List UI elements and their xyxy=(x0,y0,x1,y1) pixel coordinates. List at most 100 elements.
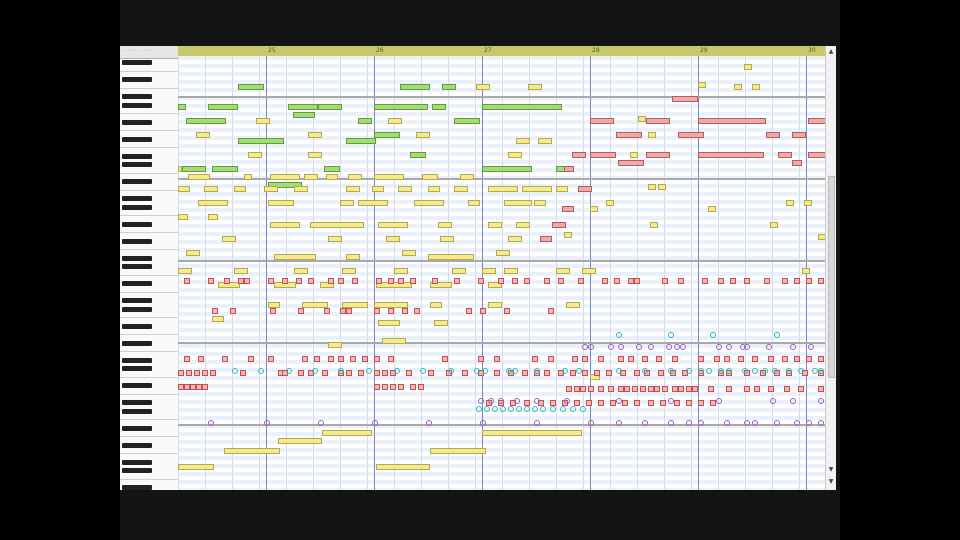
midi-note[interactable] xyxy=(248,152,262,158)
drum-hit-circle[interactable] xyxy=(576,368,582,374)
midi-note[interactable] xyxy=(374,132,400,138)
midi-note[interactable] xyxy=(482,430,582,436)
drum-hit[interactable] xyxy=(314,356,320,362)
midi-note[interactable] xyxy=(422,174,438,180)
midi-note[interactable] xyxy=(270,222,300,228)
drum-hit-circle[interactable] xyxy=(524,406,530,412)
drum-hit[interactable] xyxy=(768,356,774,362)
midi-note[interactable] xyxy=(382,338,406,344)
drum-hit[interactable] xyxy=(764,278,770,284)
midi-note[interactable] xyxy=(328,342,342,348)
drum-hit[interactable] xyxy=(768,386,774,392)
drum-hit[interactable] xyxy=(718,278,724,284)
drum-hit-circle[interactable] xyxy=(426,420,432,426)
drum-hit[interactable] xyxy=(346,370,352,376)
drum-hit[interactable] xyxy=(606,370,612,376)
black-key[interactable] xyxy=(122,204,152,210)
midi-note[interactable] xyxy=(402,250,416,256)
midi-note[interactable] xyxy=(388,118,402,124)
drum-hit-circle[interactable] xyxy=(806,420,812,426)
drum-hit-circle[interactable] xyxy=(582,344,588,350)
midi-note[interactable] xyxy=(552,222,566,228)
drum-hit[interactable] xyxy=(374,384,380,390)
black-key[interactable] xyxy=(122,298,152,303)
midi-note[interactable] xyxy=(178,104,186,110)
vertical-scrollbar[interactable]: ▲ ▼ ▼ xyxy=(825,46,836,490)
drum-hit[interactable] xyxy=(672,356,678,362)
midi-note[interactable] xyxy=(778,152,792,158)
drum-hit[interactable] xyxy=(406,370,412,376)
drum-hit[interactable] xyxy=(570,370,576,376)
drum-hit[interactable] xyxy=(268,278,274,284)
midi-note[interactable] xyxy=(430,282,452,288)
midi-note[interactable] xyxy=(342,268,356,274)
midi-note[interactable] xyxy=(698,152,764,158)
drum-hit[interactable] xyxy=(462,370,468,376)
black-key[interactable] xyxy=(122,459,152,465)
drum-hit[interactable] xyxy=(640,386,646,392)
drum-hit-circle[interactable] xyxy=(588,344,594,350)
drum-hit[interactable] xyxy=(610,400,616,406)
drum-hit-circle[interactable] xyxy=(492,406,498,412)
black-key[interactable] xyxy=(122,153,152,159)
midi-note[interactable] xyxy=(482,166,532,172)
drum-hit-circle[interactable] xyxy=(710,332,716,338)
scroll-down-button-2[interactable]: ▼ xyxy=(828,478,834,485)
drum-hit-circle[interactable] xyxy=(318,420,324,426)
drum-hit-circle[interactable] xyxy=(752,420,758,426)
midi-note[interactable] xyxy=(178,268,192,274)
drum-hit-circle[interactable] xyxy=(258,368,264,374)
drum-hit[interactable] xyxy=(608,386,614,392)
drum-hit[interactable] xyxy=(588,386,594,392)
drum-hit[interactable] xyxy=(388,278,394,284)
drum-hit[interactable] xyxy=(454,278,460,284)
midi-note[interactable] xyxy=(496,250,510,256)
black-key[interactable] xyxy=(122,357,152,363)
midi-note[interactable] xyxy=(358,200,388,206)
drum-hit[interactable] xyxy=(352,278,358,284)
drum-hit[interactable] xyxy=(230,308,236,314)
black-key[interactable] xyxy=(122,77,152,82)
drum-hit[interactable] xyxy=(208,278,214,284)
drum-hit[interactable] xyxy=(398,278,404,284)
midi-note[interactable] xyxy=(224,448,280,454)
midi-note[interactable] xyxy=(460,174,474,180)
midi-note[interactable] xyxy=(222,236,236,242)
drum-hit[interactable] xyxy=(398,384,404,390)
drum-hit[interactable] xyxy=(374,308,380,314)
midi-note[interactable] xyxy=(488,282,502,288)
drum-hit[interactable] xyxy=(212,308,218,314)
drum-hit[interactable] xyxy=(658,370,664,376)
drum-hit[interactable] xyxy=(624,386,630,392)
drum-hit[interactable] xyxy=(598,400,604,406)
midi-note[interactable] xyxy=(766,132,780,138)
drum-hit-circle[interactable] xyxy=(716,398,722,404)
midi-note[interactable] xyxy=(268,182,302,188)
drum-hit[interactable] xyxy=(270,308,276,314)
drum-hit[interactable] xyxy=(202,370,208,376)
drum-hit-circle[interactable] xyxy=(774,420,780,426)
drum-hit-circle[interactable] xyxy=(762,368,768,374)
midi-note[interactable] xyxy=(288,104,318,110)
drum-hit-circle[interactable] xyxy=(698,368,704,374)
drum-hit-circle[interactable] xyxy=(818,398,824,404)
drum-hit-circle[interactable] xyxy=(752,368,758,374)
drum-hit-circle[interactable] xyxy=(264,420,270,426)
drum-hit[interactable] xyxy=(210,370,216,376)
drum-hit[interactable] xyxy=(328,356,334,362)
midi-note[interactable] xyxy=(196,132,210,138)
drum-hit[interactable] xyxy=(480,308,486,314)
midi-note[interactable] xyxy=(340,200,354,206)
black-key[interactable] xyxy=(122,264,152,269)
drum-hit-circle[interactable] xyxy=(550,406,556,412)
drum-hit[interactable] xyxy=(548,356,554,362)
drum-hit[interactable] xyxy=(504,308,510,314)
drum-hit-circle[interactable] xyxy=(668,332,674,338)
drum-hit[interactable] xyxy=(818,356,824,362)
drum-hit[interactable] xyxy=(794,278,800,284)
drum-hit[interactable] xyxy=(674,400,680,406)
midi-note[interactable] xyxy=(482,268,496,274)
drum-hit-circle[interactable] xyxy=(338,368,344,374)
midi-note[interactable] xyxy=(476,84,490,90)
drum-hit[interactable] xyxy=(544,278,550,284)
